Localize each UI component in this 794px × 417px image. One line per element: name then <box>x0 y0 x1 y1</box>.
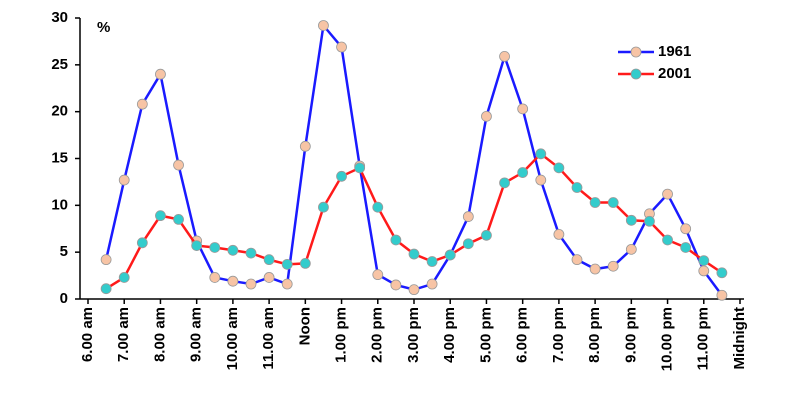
data-point <box>644 215 655 227</box>
data-point <box>462 238 474 250</box>
data-point <box>481 229 492 241</box>
data-point <box>155 68 166 80</box>
data-point <box>299 258 311 269</box>
x-tick-label: 5.00 pm <box>477 307 494 363</box>
data-point <box>100 283 112 295</box>
data-point <box>100 254 112 266</box>
legend-marker <box>630 46 642 58</box>
data-point <box>571 182 583 193</box>
x-tick-label: 3.00 pm <box>405 307 422 363</box>
data-point <box>571 254 583 266</box>
y-tick-label: 30 <box>51 9 68 26</box>
data-point <box>698 265 710 277</box>
data-point <box>336 41 347 53</box>
y-tick-label: 25 <box>51 56 68 73</box>
data-point <box>263 272 275 283</box>
data-point <box>336 170 347 182</box>
y-tick-label: 5 <box>60 243 68 260</box>
data-point <box>245 278 257 290</box>
y-tick-label: 0 <box>60 290 68 307</box>
data-point <box>589 197 601 208</box>
data-point <box>517 167 529 178</box>
data-point <box>227 275 239 287</box>
data-point <box>372 269 384 281</box>
x-tick-label: 6.00 pm <box>514 307 531 363</box>
data-point <box>209 242 221 253</box>
data-point <box>408 248 420 260</box>
data-point <box>662 188 673 200</box>
data-point <box>553 162 565 174</box>
x-tick-label: 8.00 pm <box>586 307 603 363</box>
data-point <box>625 214 637 226</box>
data-point <box>589 263 601 275</box>
y-tick-label: 10 <box>51 196 68 213</box>
unit-annotation: % <box>97 19 110 36</box>
data-point <box>318 20 329 31</box>
x-tick-label: 11.00 am <box>260 307 277 370</box>
data-point <box>535 148 547 160</box>
data-point <box>299 140 311 152</box>
legend-label: 1961 <box>658 43 691 60</box>
data-point <box>390 279 402 291</box>
data-point <box>426 278 438 290</box>
data-point <box>607 197 619 208</box>
x-tick-label: 9.00 pm <box>622 307 639 363</box>
data-point <box>662 234 673 246</box>
legend-marker <box>630 68 642 80</box>
data-point <box>209 272 221 283</box>
data-point <box>680 242 692 253</box>
data-point <box>118 174 130 186</box>
data-point <box>426 256 438 267</box>
data-point <box>281 258 293 270</box>
data-point <box>481 110 492 122</box>
data-point <box>118 272 130 283</box>
x-tick-label: Midnight <box>731 307 748 369</box>
data-point <box>698 255 710 266</box>
data-point <box>462 211 474 222</box>
data-point <box>607 260 619 272</box>
y-tick-label: 15 <box>51 149 68 166</box>
x-tick-label: 6.00 am <box>79 307 96 362</box>
data-point <box>499 177 510 189</box>
data-point <box>444 249 456 261</box>
data-point <box>191 240 203 252</box>
x-tick-label: 10.00 pm <box>659 307 676 371</box>
data-point <box>155 210 166 222</box>
data-point <box>553 228 565 240</box>
data-point <box>136 237 148 249</box>
data-point <box>372 201 384 213</box>
x-tick-label: 2.00 pm <box>369 307 386 363</box>
data-point <box>136 98 148 110</box>
data-point <box>716 289 728 301</box>
data-point <box>227 244 239 256</box>
data-point <box>354 162 366 174</box>
x-tick-label: Noon <box>296 307 313 345</box>
data-point <box>173 159 184 171</box>
x-tick-label: 4.00 pm <box>441 307 458 363</box>
x-tick-label: 9.00 am <box>188 307 205 362</box>
y-tick-label: 20 <box>51 103 68 120</box>
data-point <box>499 51 510 62</box>
legend-label: 2001 <box>658 65 691 82</box>
data-point <box>680 223 692 235</box>
data-point <box>245 247 257 259</box>
data-point <box>281 278 293 290</box>
data-point <box>173 213 184 225</box>
x-tick-label: 11.00 pm <box>695 307 712 370</box>
data-point <box>716 267 728 279</box>
x-tick-label: 8.00 am <box>151 307 168 362</box>
x-tick-label: 7.00 pm <box>550 307 567 363</box>
data-point <box>390 234 402 246</box>
data-point <box>535 174 547 186</box>
x-tick-label: 10.00 am <box>224 307 241 370</box>
data-point <box>408 284 420 296</box>
x-tick-label: 7.00 am <box>115 307 132 362</box>
data-point <box>517 103 529 115</box>
x-tick-label: 1.00 pm <box>333 307 350 363</box>
data-point <box>318 201 329 213</box>
data-point <box>263 254 275 266</box>
data-point <box>625 243 637 255</box>
